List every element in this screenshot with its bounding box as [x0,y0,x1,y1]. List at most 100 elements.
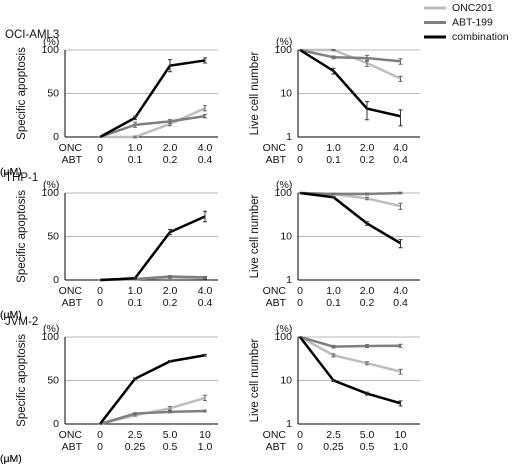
x-tick-label: 0 [97,285,103,297]
error-bar [203,210,207,223]
x-row-name: ONC [263,285,287,297]
x-tick-label: 5.0 [163,429,178,441]
x-unit: (μM) [0,453,22,465]
x-tick-label: 0 [297,297,303,309]
x-tick-label: 0.4 [393,297,408,309]
x-tick-label: 0.5 [360,441,375,453]
error-bar [331,48,336,52]
x-tick-label: 0.4 [198,154,213,166]
x-row-name: ONC [59,429,83,441]
x-row-name: ABT [266,297,287,309]
x-tick-label: 0 [297,441,303,453]
error-bar [398,191,403,195]
error-bar [168,410,172,414]
y-tick-label: 1 [286,131,292,143]
x-tick-label: 0.2 [163,154,178,166]
error-bar [203,276,207,279]
y-tick-label: 10 [280,87,292,99]
error-bar [203,105,207,112]
error-bar [331,196,336,199]
error-bar [398,368,403,375]
y-unit: (%) [276,179,292,191]
y-tick-label: 100 [274,187,292,199]
error-bar [365,101,369,121]
series-line [299,191,402,245]
error-bar [168,406,172,411]
x-tick-label: 0.2 [163,297,178,309]
error-bar [133,377,137,381]
error-bar [365,361,369,366]
x-tick-label: 0.25 [323,441,344,453]
x-tick-label: 1.0 [128,142,143,154]
y-axis-label: Live cell number [249,194,261,278]
x-row-name: ABT [266,441,287,453]
series-line [100,107,206,139]
series-line [299,335,401,348]
x-tick-label: 0.25 [125,441,146,453]
x-tick-label: 1.0 [198,441,213,453]
x-tick-label: 2.0 [163,142,178,154]
x-tick-label: 1.0 [326,142,341,154]
error-bar [168,229,172,236]
panel-title: OCI-AML3 [5,29,59,41]
x-row-name: ABT [266,154,287,166]
error-bar [365,192,369,196]
y-axis-label: Specific apoptosis [16,47,28,140]
error-bar [398,239,403,249]
x-row-name: ABT [62,154,83,166]
x-unit: (μM) [0,166,22,178]
y-tick-label: 0 [53,418,59,430]
x-tick-label: 4.0 [393,285,408,297]
y-tick-label: 1 [286,418,292,430]
x-tick-label: 1.0 [128,285,143,297]
error-bar [398,400,403,407]
x-unit: (μM) [0,166,22,178]
series-line [99,59,206,139]
x-row-name: ABT [62,297,83,309]
x-tick-label: 0.2 [360,154,375,166]
y-unit: (%) [43,36,59,48]
y-tick-label: 10 [280,374,292,386]
y-tick-label: 100 [41,44,59,56]
error-bar [168,359,172,363]
y-tick-label: 50 [47,230,59,242]
x-unit: (μM) [0,309,22,321]
error-bar [365,391,369,396]
legend-label: ONC201 [452,2,493,14]
panel-title: JVM-2 [5,316,38,328]
x-tick-label: 0.4 [198,297,213,309]
error-bar [398,109,403,127]
series-line [299,48,401,63]
y-axis-label: Live cell number [249,338,261,422]
x-tick-label: 2.5 [326,429,341,441]
error-bar [133,412,137,415]
x-tick-label: 0.4 [393,154,408,166]
error-bar [168,59,172,73]
x-tick-label: 2.0 [360,285,375,297]
error-bar [203,409,207,413]
y-tick-label: 0 [53,274,59,286]
error-bar [398,58,403,65]
x-unit: (μM) [0,309,22,321]
x-tick-label: 0.5 [163,441,178,453]
x-unit: (μM) [0,453,22,465]
series-line [299,336,401,405]
x-tick-label: 0 [97,142,103,154]
x-tick-label: 4.0 [393,142,408,154]
legend-label: combination [452,31,509,43]
x-tick-label: 0 [97,429,103,441]
legend-label: ABT-199 [452,16,493,28]
x-tick-label: 1.0 [326,285,341,297]
error-bar [331,67,336,75]
panel-title: THP-1 [5,172,38,184]
x-tick-label: 0.1 [128,297,143,309]
error-bar [203,113,207,119]
x-row-name: ONC [59,142,83,154]
x-tick-label: 0 [297,285,303,297]
error-bar [331,55,336,60]
series-line [99,215,206,282]
y-unit: (%) [43,323,59,335]
y-tick-label: 100 [274,331,292,343]
error-bar [133,135,137,139]
y-tick-label: 0 [53,131,59,143]
